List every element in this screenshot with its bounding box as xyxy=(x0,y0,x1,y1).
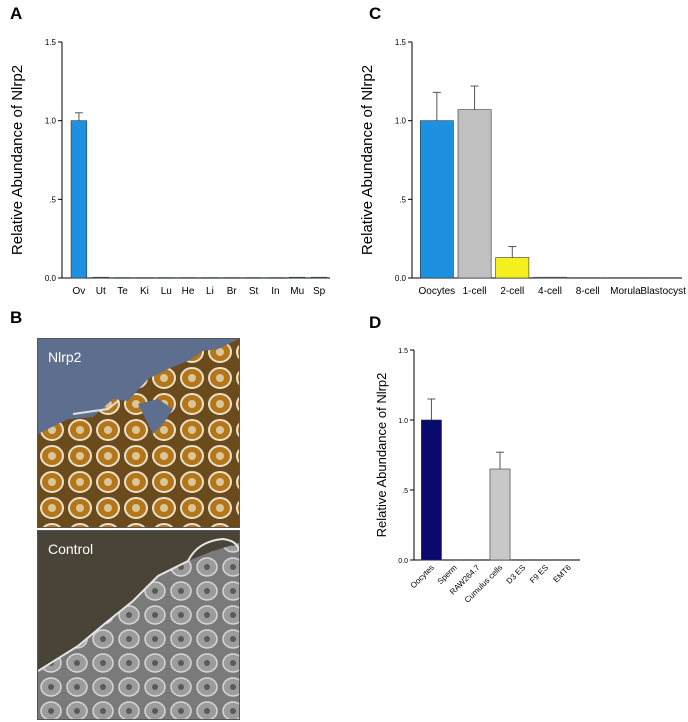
bar-st xyxy=(245,277,262,279)
bar-2-cell xyxy=(495,257,530,279)
x-tick-label: Oocytes xyxy=(409,563,436,590)
y-tick-label: 1.0 xyxy=(45,117,57,126)
x-tick-label: 4-cell xyxy=(538,286,562,297)
bar-4-cell xyxy=(533,276,567,279)
x-tick-label: Ut xyxy=(96,286,106,297)
bar-lu xyxy=(158,277,175,279)
micrograph-nlrp2: Nlrp2 xyxy=(37,338,240,528)
x-tick-label: Sp xyxy=(313,286,326,297)
micrograph-control-image xyxy=(38,531,239,719)
bar-sperm xyxy=(443,559,465,561)
y-tick-label: 1.5 xyxy=(398,348,408,355)
x-tick-label: Mu xyxy=(290,286,304,297)
micrograph-label-control: Control xyxy=(48,541,94,557)
y-axis-title: Relative Abundance of Nlrp2 xyxy=(359,65,376,255)
bar-ki xyxy=(136,277,153,279)
micrograph-control: Control xyxy=(37,530,240,720)
x-tick-label: Oocytes xyxy=(419,286,456,297)
x-tick-label: Morula xyxy=(610,286,641,297)
panel-letter-c: C xyxy=(369,4,382,23)
chart-c: 0.0 .5 1.0 1.5 Relative Abundance of Nlrp2 Oo… xyxy=(359,38,686,297)
bar-f9-es xyxy=(535,559,557,561)
y-tick-label: 0.0 xyxy=(398,558,408,565)
x-tick-label: D3 ES xyxy=(505,563,528,586)
y-tick-label: 1.5 xyxy=(45,38,57,47)
bar-cumulus-cells xyxy=(489,468,511,561)
panel-letter-a: A xyxy=(10,4,23,23)
x-tick-label: EMT6 xyxy=(552,563,574,585)
chart-a: 0.0 .5 1.0 1.5 Relative Abundance of Nlrp2 Ov… xyxy=(9,38,330,297)
bar-mu xyxy=(289,276,306,279)
y-tick-label: 0.0 xyxy=(395,274,407,283)
x-tick-label: 1-cell xyxy=(463,286,487,297)
x-tick-label: Blastocyst xyxy=(640,286,686,297)
y-tick-label: 1.5 xyxy=(395,38,407,47)
bar-ov xyxy=(70,120,88,279)
panel-letter-d: D xyxy=(369,313,382,332)
y-tick-label: .5 xyxy=(402,488,408,495)
x-tick-label: Br xyxy=(227,286,238,297)
y-axis-title: Relative Abundance of Nlrp2 xyxy=(374,373,389,538)
x-tick-label: He xyxy=(182,286,195,297)
bar-emt6 xyxy=(558,559,579,561)
bar-oocytes xyxy=(421,419,442,561)
bar-8-cell xyxy=(570,277,605,279)
x-tick-label: St xyxy=(249,286,259,297)
bar-raw264-7 xyxy=(466,559,488,561)
bar-morula xyxy=(608,277,643,279)
bar-br xyxy=(223,277,240,279)
bar-te xyxy=(114,277,131,279)
x-tick-label: Ki xyxy=(140,286,149,297)
micrograph-nlrp2-image xyxy=(38,339,239,527)
y-tick-label: 1.0 xyxy=(395,117,407,126)
x-tick-label: 2-cell xyxy=(500,286,524,297)
x-tick-label: F9 ES xyxy=(528,563,550,585)
x-tick-label: Ov xyxy=(73,286,86,297)
x-tick-label: Li xyxy=(206,286,214,297)
y-tick-label: .5 xyxy=(49,195,56,204)
x-tick-label: Lu xyxy=(161,286,172,297)
bar-d3-es xyxy=(512,559,534,561)
micrograph-label-nlrp2: Nlrp2 xyxy=(48,349,82,365)
chart-d: 0.0 .5 1.0 1.5 Relative Abundance of Nlrp2 Oo… xyxy=(374,348,580,605)
panel-letter-b: B xyxy=(10,308,23,327)
bar-he xyxy=(179,277,197,279)
y-tick-label: 1.0 xyxy=(398,418,408,425)
bar-sp xyxy=(310,276,328,279)
bar-li xyxy=(201,277,219,279)
y-axis-title: Relative Abundance of Nlrp2 xyxy=(9,65,26,255)
bar-ut xyxy=(92,276,109,279)
y-tick-label: .5 xyxy=(399,195,406,204)
y-tick-label: 0.0 xyxy=(45,274,57,283)
x-tick-label: 8-cell xyxy=(576,286,600,297)
bar-oocytes xyxy=(419,120,454,279)
bar-1-cell xyxy=(457,109,492,279)
bar-blastocyst xyxy=(646,277,681,279)
x-tick-label: Te xyxy=(117,286,128,297)
x-tick-label: In xyxy=(271,286,279,297)
bar-in xyxy=(267,277,284,279)
